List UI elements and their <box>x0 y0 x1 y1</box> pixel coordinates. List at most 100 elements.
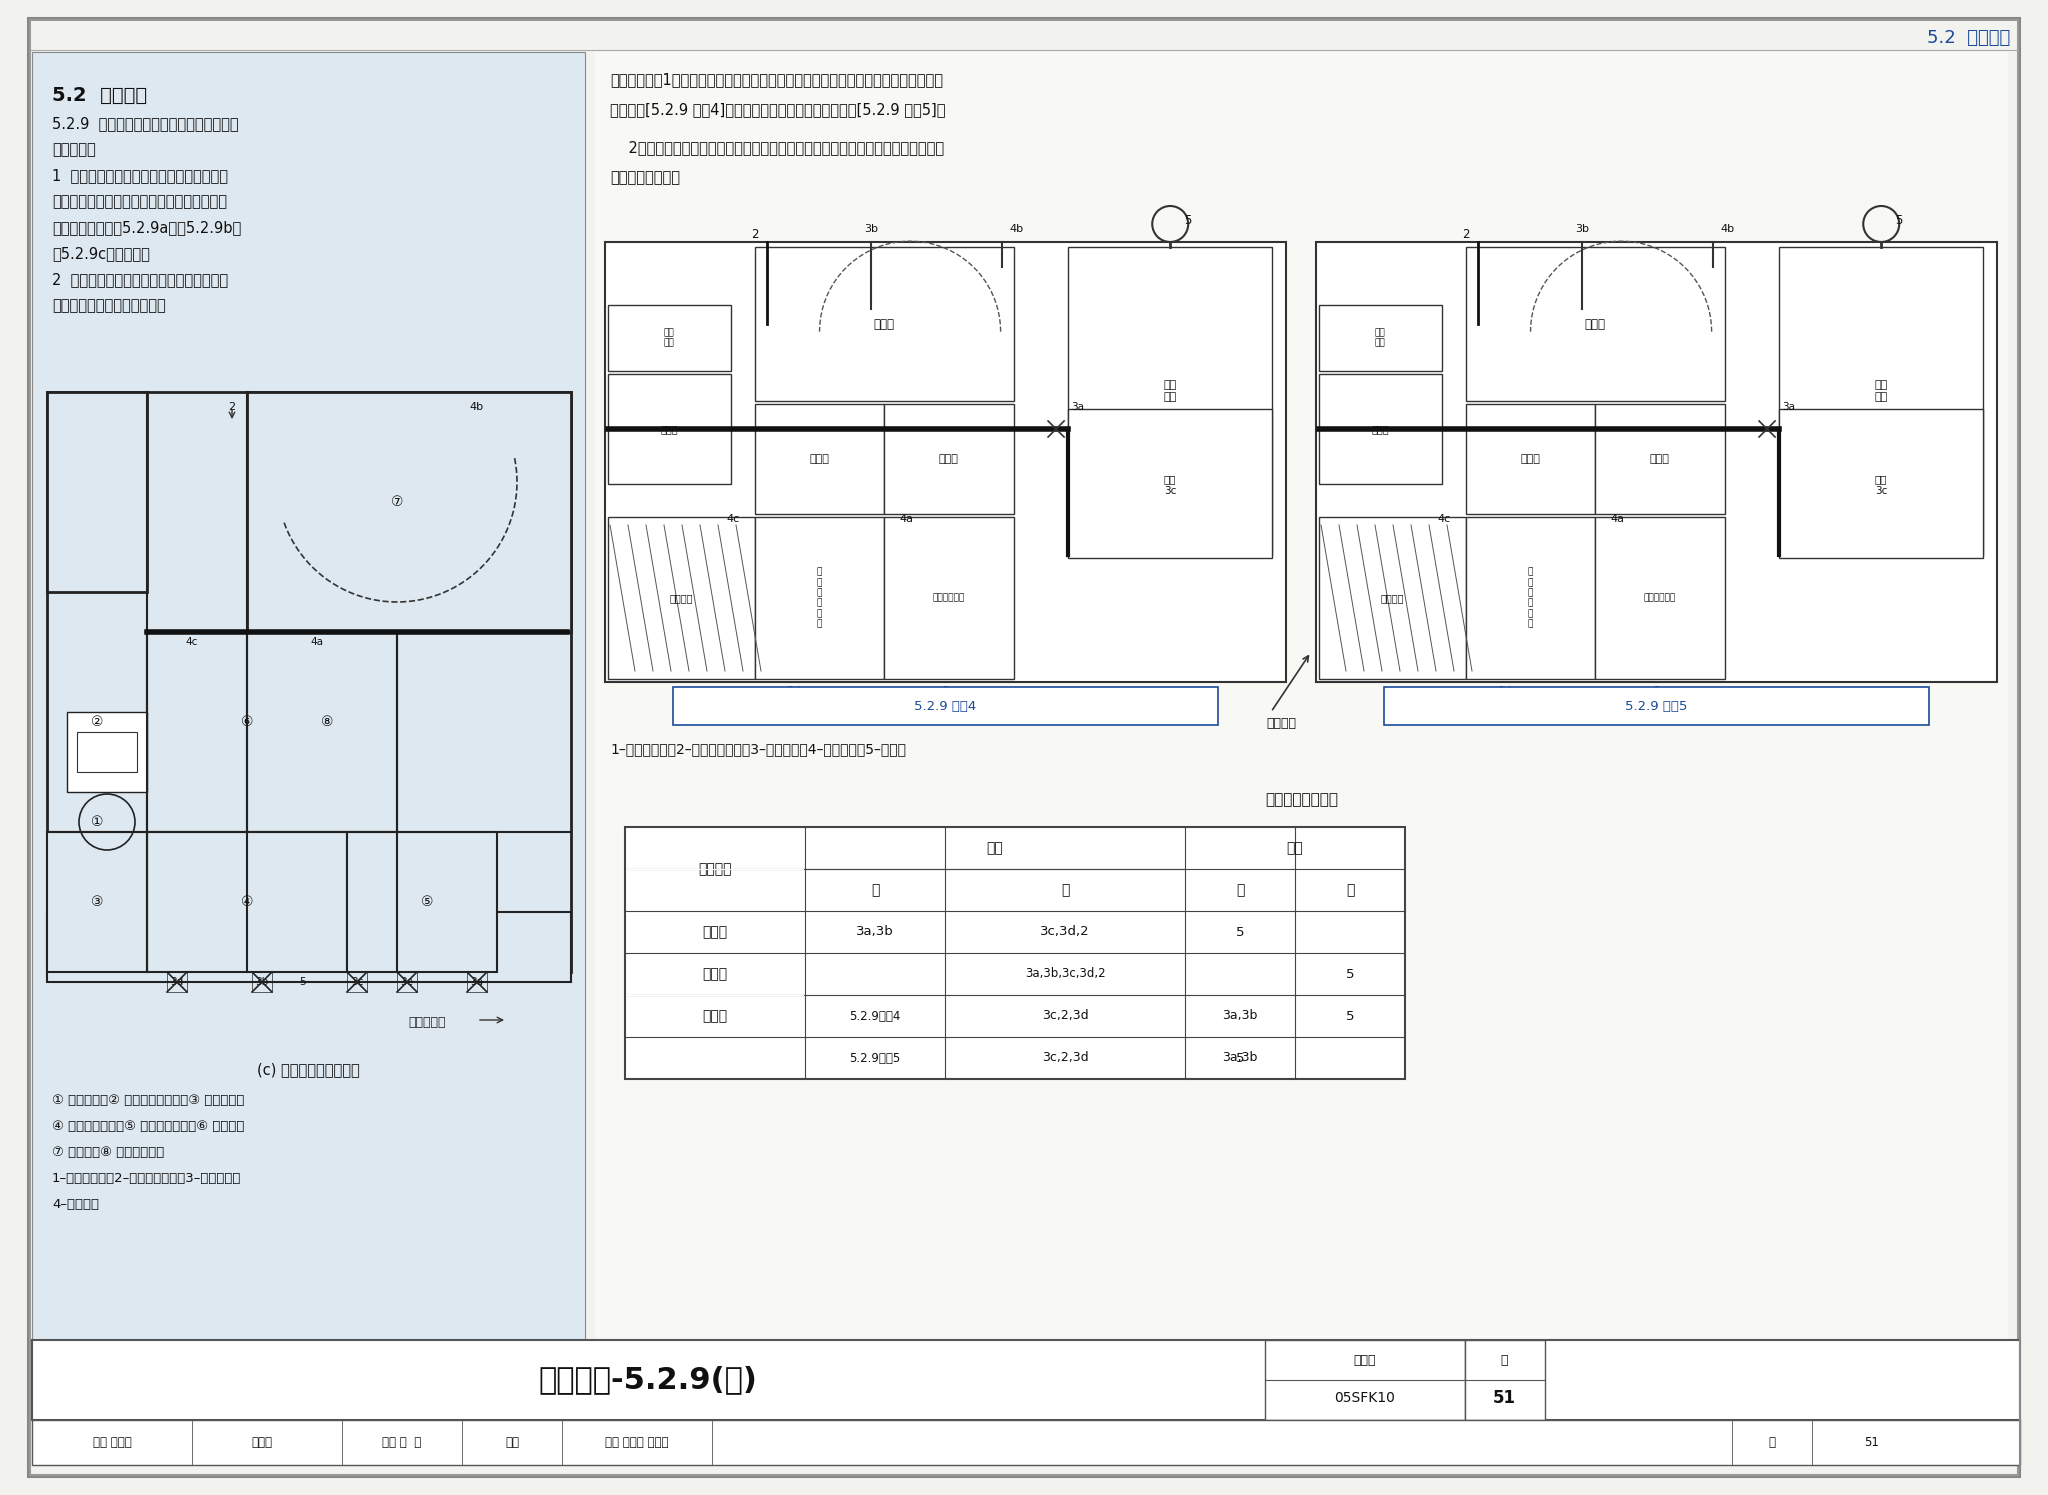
Text: 校对 尧  勇: 校对 尧 勇 <box>383 1437 422 1449</box>
Text: 3a: 3a <box>471 978 483 987</box>
Text: 1  设有清洁、滤毒、隔绝三种防护通风方式: 1 设有清洁、滤毒、隔绝三种防护通风方式 <box>51 167 227 182</box>
Bar <box>68 712 147 792</box>
Text: 量减少通风死角。: 量减少通风死角。 <box>610 170 680 185</box>
Bar <box>674 688 1219 725</box>
Text: 开: 开 <box>870 884 879 897</box>
Text: 淋浴室: 淋浴室 <box>1585 317 1606 330</box>
Bar <box>625 827 1405 1079</box>
Text: 2: 2 <box>1462 229 1470 242</box>
Text: 3c,2,3d: 3c,2,3d <box>1042 1051 1087 1064</box>
Text: 3a,3b: 3a,3b <box>1223 1051 1257 1064</box>
Text: 设计中注意：1、根据《人民防空工程防化设计规范》，有两个防毒通道时优先用全室: 设计中注意：1、根据《人民防空工程防化设计规范》，有两个防毒通道时优先用全室 <box>610 72 942 87</box>
Text: 3c: 3c <box>1653 686 1667 697</box>
Text: 开: 开 <box>1235 884 1245 897</box>
Text: 设计 马吉民 马古民: 设计 马吉民 马古民 <box>606 1437 670 1449</box>
Bar <box>1466 404 1595 514</box>
Text: 清洁式: 清洁式 <box>702 925 727 939</box>
Text: 5: 5 <box>1235 1051 1245 1064</box>
Bar <box>33 1340 2019 1420</box>
Text: ⑤: ⑤ <box>420 896 434 909</box>
Text: 滤毒式: 滤毒式 <box>702 1009 727 1023</box>
Text: 页: 页 <box>1769 1437 1776 1449</box>
Text: 淋浴室: 淋浴室 <box>874 317 895 330</box>
Text: 下列要求：: 下列要求： <box>51 142 96 157</box>
Text: 室内
3c: 室内 3c <box>1876 474 1888 496</box>
Text: 排风
竖井: 排风 竖井 <box>664 329 674 348</box>
Text: 应设防爆波设施和密闭设施。: 应设防爆波设施和密闭设施。 <box>51 298 166 312</box>
Bar <box>1317 242 1997 682</box>
Bar <box>1595 517 1724 679</box>
Text: 染毒通道: 染毒通道 <box>670 594 692 602</box>
Text: 4b: 4b <box>469 402 483 413</box>
Text: 染毒通道: 染毒通道 <box>1380 594 1405 602</box>
Bar <box>1780 247 1982 555</box>
Bar <box>1780 410 1982 558</box>
Text: 分别按平面示意图5.2.9a、图5.2.9b、: 分别按平面示意图5.2.9a、图5.2.9b、 <box>51 220 242 235</box>
Text: 3e: 3e <box>401 978 414 987</box>
Text: 3d: 3d <box>1497 686 1511 697</box>
Bar <box>168 972 186 993</box>
Bar <box>248 632 397 833</box>
Text: 3c,3d,2: 3c,3d,2 <box>1040 925 1090 939</box>
Bar <box>397 972 418 993</box>
Text: 4a: 4a <box>311 637 324 647</box>
Text: 3a,3b,3c,3d,2: 3a,3b,3c,3d,2 <box>1024 967 1106 981</box>
Text: 4c: 4c <box>1438 514 1450 525</box>
Text: 可接排风机: 可接排风机 <box>408 1015 446 1029</box>
Text: 第二防毒通道: 第二防毒通道 <box>932 594 965 602</box>
Text: 风机: 风机 <box>1286 842 1303 855</box>
Text: 脱衣间: 脱衣间 <box>1520 454 1540 463</box>
Bar <box>608 374 731 484</box>
Text: ⑦: ⑦ <box>391 495 403 508</box>
Text: 3a,3b: 3a,3b <box>1223 1009 1257 1023</box>
Text: 5.2.9  防空地下室的战时排风系统，应符合: 5.2.9 防空地下室的战时排风系统，应符合 <box>51 117 240 132</box>
Text: 室内
3c: 室内 3c <box>1163 474 1176 496</box>
Bar <box>47 912 571 982</box>
Text: 关: 关 <box>1061 884 1069 897</box>
Text: 4b: 4b <box>1720 224 1735 235</box>
Text: 超压方式[5.2.9 图示4]，也可采用口部局部超压排风方式[5.2.9 图示5]。: 超压方式[5.2.9 图示4]，也可采用口部局部超压排风方式[5.2.9 图示5… <box>610 102 946 117</box>
Text: 图集号: 图集号 <box>1354 1353 1376 1366</box>
Text: 隔绝式: 隔绝式 <box>702 967 727 981</box>
Bar <box>1319 305 1442 371</box>
Text: 05SFK10: 05SFK10 <box>1333 1390 1395 1405</box>
Text: 阀门: 阀门 <box>987 842 1004 855</box>
Bar <box>248 392 571 632</box>
Text: 穿衣间: 穿衣间 <box>1651 454 1669 463</box>
Bar <box>596 52 2007 1381</box>
Bar <box>1466 247 1724 401</box>
Text: 戈多: 戈多 <box>506 1437 518 1449</box>
Text: 3c: 3c <box>350 978 362 987</box>
Text: 审核 耿世彤: 审核 耿世彤 <box>92 1437 131 1449</box>
Text: 2: 2 <box>752 229 758 242</box>
Bar <box>1319 374 1442 484</box>
Bar <box>1069 247 1272 555</box>
Text: 51: 51 <box>1864 1437 1880 1449</box>
Text: 第二防毒通道: 第二防毒通道 <box>1645 594 1675 602</box>
Text: ① 排风専井；② 扩散室或扩散筱；③ 洗毒通道；: ① 排风専井；② 扩散室或扩散筱；③ 洗毒通道； <box>51 1094 244 1106</box>
Bar <box>885 517 1014 679</box>
Bar <box>1069 410 1272 558</box>
Bar <box>33 52 586 1381</box>
Text: 4b: 4b <box>1010 224 1024 235</box>
Text: 4–通风短管: 4–通风短管 <box>51 1197 98 1211</box>
Text: 排风
竖井: 排风 竖井 <box>1374 329 1386 348</box>
Bar <box>1595 404 1724 514</box>
Text: ⑦ 淤浴室；⑧ 检查穿衣室；: ⑦ 淤浴室；⑧ 检查穿衣室； <box>51 1147 164 1159</box>
Text: 4a: 4a <box>1610 514 1624 525</box>
Bar <box>1464 1340 1544 1420</box>
Text: 5: 5 <box>1346 967 1354 981</box>
Bar <box>78 733 137 771</box>
Text: 图5.2.9c进行设计；: 图5.2.9c进行设计； <box>51 247 150 262</box>
Bar <box>47 392 147 592</box>
Text: 耿世物: 耿世物 <box>252 1437 272 1449</box>
Text: 关: 关 <box>1346 884 1354 897</box>
Text: 5.2  防护通风: 5.2 防护通风 <box>1927 28 2009 46</box>
Text: 5.2.9图示5: 5.2.9图示5 <box>850 1051 901 1064</box>
Text: 3a: 3a <box>1782 402 1796 413</box>
Bar <box>756 404 885 514</box>
Text: 2: 2 <box>229 402 236 413</box>
Text: 5: 5 <box>1896 214 1903 227</box>
Text: 3b: 3b <box>256 978 268 987</box>
Text: 5: 5 <box>299 978 305 987</box>
